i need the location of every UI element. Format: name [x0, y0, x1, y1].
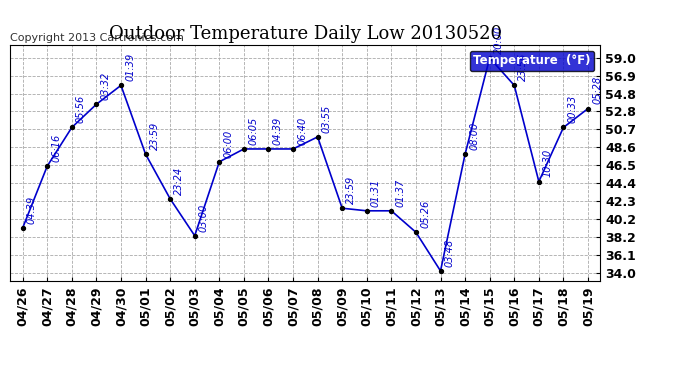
Point [115, 82, 126, 88]
Point [165, 196, 176, 202]
Legend: Temperature  (°F): Temperature (°F) [470, 51, 594, 71]
Point [533, 178, 544, 184]
Point [509, 82, 520, 88]
Text: 06:40: 06:40 [297, 117, 307, 145]
Text: 20:00: 20:00 [494, 26, 504, 54]
Text: 01:31: 01:31 [371, 178, 381, 207]
Point [386, 208, 397, 214]
Text: 03:48: 03:48 [444, 238, 455, 267]
Point [288, 146, 299, 152]
Text: 23:24: 23:24 [175, 166, 184, 195]
Point [484, 55, 495, 61]
Point [91, 101, 102, 107]
Text: 06:00: 06:00 [224, 129, 233, 158]
Text: 06:16: 06:16 [51, 134, 61, 162]
Text: 08:00: 08:00 [469, 122, 480, 150]
Point [411, 229, 422, 235]
Text: 03:55: 03:55 [322, 105, 332, 133]
Text: 01:39: 01:39 [125, 53, 135, 81]
Text: 03:00: 03:00 [199, 203, 209, 231]
Text: 00:33: 00:33 [568, 95, 578, 123]
Point [189, 233, 200, 239]
Text: 04:39: 04:39 [27, 196, 37, 224]
Text: 05:56: 05:56 [76, 95, 86, 123]
Point [558, 124, 569, 130]
Point [41, 163, 52, 169]
Text: 23:56: 23:56 [518, 53, 529, 81]
Title: Outdoor Temperature Daily Low 20130520: Outdoor Temperature Daily Low 20130520 [109, 26, 502, 44]
Text: 04:39: 04:39 [273, 117, 283, 145]
Point [582, 106, 593, 112]
Point [337, 205, 348, 211]
Text: 05:28: 05:28 [592, 76, 602, 104]
Text: 23:59: 23:59 [346, 176, 356, 204]
Point [17, 225, 28, 231]
Text: 06:05: 06:05 [248, 117, 258, 145]
Point [214, 159, 225, 165]
Point [238, 146, 249, 152]
Point [66, 124, 77, 130]
Point [312, 134, 323, 140]
Point [362, 208, 373, 214]
Point [263, 146, 274, 152]
Point [435, 268, 446, 274]
Text: 03:32: 03:32 [101, 72, 110, 100]
Text: Copyright 2013 Cartronics.com: Copyright 2013 Cartronics.com [10, 33, 184, 43]
Text: 23:59: 23:59 [150, 122, 159, 150]
Text: 05:26: 05:26 [420, 200, 430, 228]
Text: 10:30: 10:30 [543, 149, 553, 177]
Point [140, 151, 151, 157]
Point [460, 151, 471, 157]
Text: 01:37: 01:37 [395, 178, 406, 207]
